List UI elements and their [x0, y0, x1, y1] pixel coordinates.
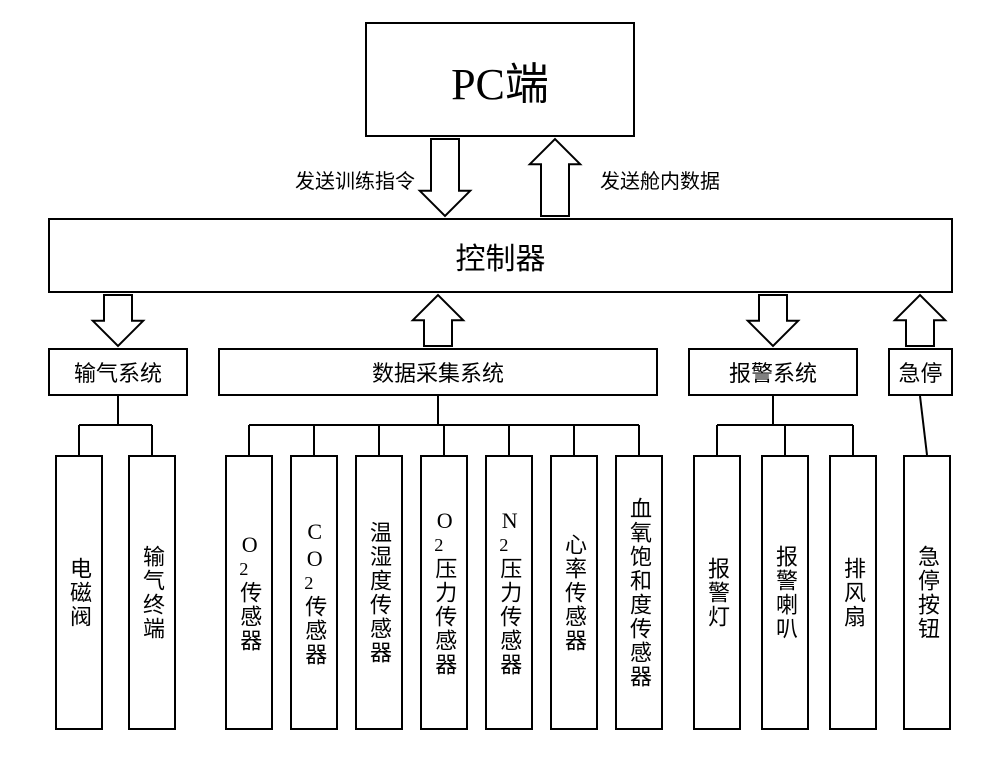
connectors-svg	[0, 0, 1000, 760]
